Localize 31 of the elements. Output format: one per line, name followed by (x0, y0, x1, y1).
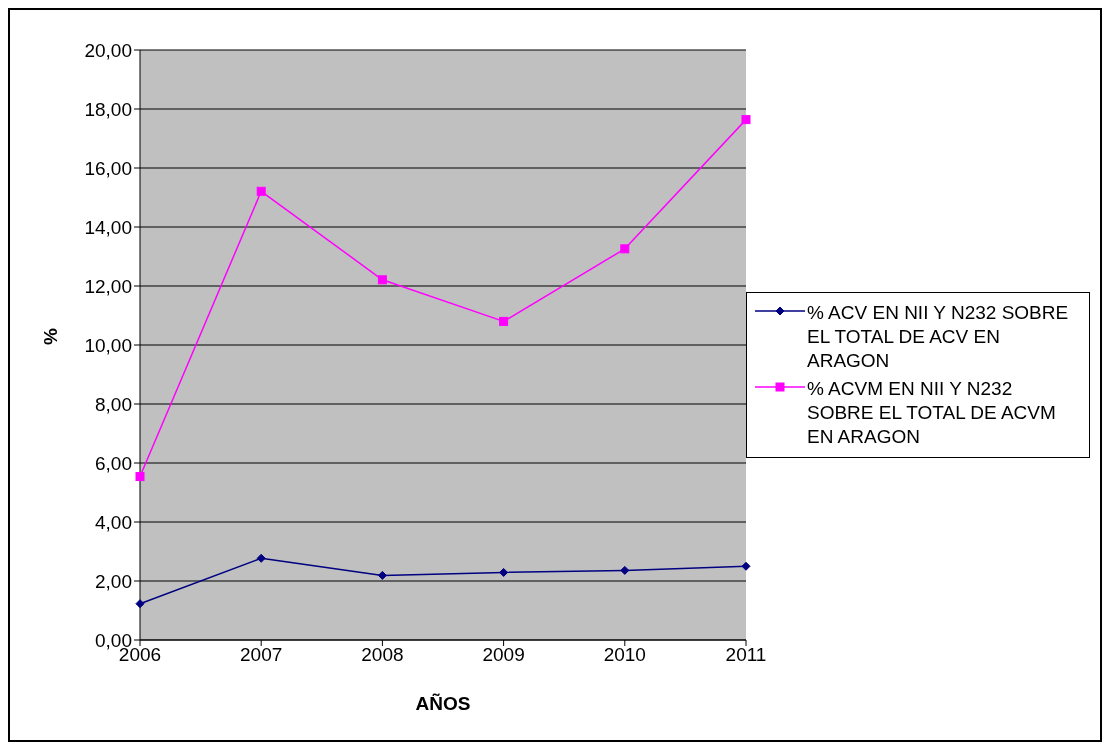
point (499, 567, 509, 577)
legend-label: % ACVM EN NII Y N232 SOBRE EL TOTAL DE ACVM EN ARAGON (807, 377, 1057, 449)
point (256, 186, 266, 196)
y-tick-label: 10,00 (84, 334, 132, 356)
y-tick-label: 4,00 (95, 511, 132, 533)
y-tick-label: 6,00 (95, 452, 132, 474)
point (499, 316, 509, 326)
point (377, 275, 387, 285)
y-tick-label: 2,00 (95, 570, 132, 592)
point (256, 553, 266, 563)
y-tick-label: 12,00 (84, 275, 132, 297)
legend-label: % ACV EN NII Y N232 SOBRE EL TOTAL DE ACV EN ARAGON (807, 301, 1070, 373)
x-tick-label: 2007 (240, 644, 283, 666)
x-tick-label: 2009 (482, 644, 525, 666)
y-tick-label: 16,00 (84, 157, 132, 179)
point (741, 561, 751, 571)
y-tick-label: 18,00 (84, 98, 132, 120)
y-axis-title: % (39, 328, 61, 345)
x-tick-label: 2008 (361, 644, 404, 666)
point (620, 244, 630, 254)
point (741, 115, 751, 125)
point (135, 599, 145, 609)
point (377, 570, 387, 580)
y-tick-label: 14,00 (84, 216, 132, 238)
y-tick-label: 8,00 (95, 393, 132, 415)
point (135, 472, 145, 482)
y-tick-label: 20,00 (84, 39, 132, 61)
x-tick-label: 2011 (725, 644, 767, 666)
x-tick-label: 2010 (603, 644, 646, 666)
point (620, 565, 630, 575)
x-axis-title: AÑOS (415, 693, 471, 714)
